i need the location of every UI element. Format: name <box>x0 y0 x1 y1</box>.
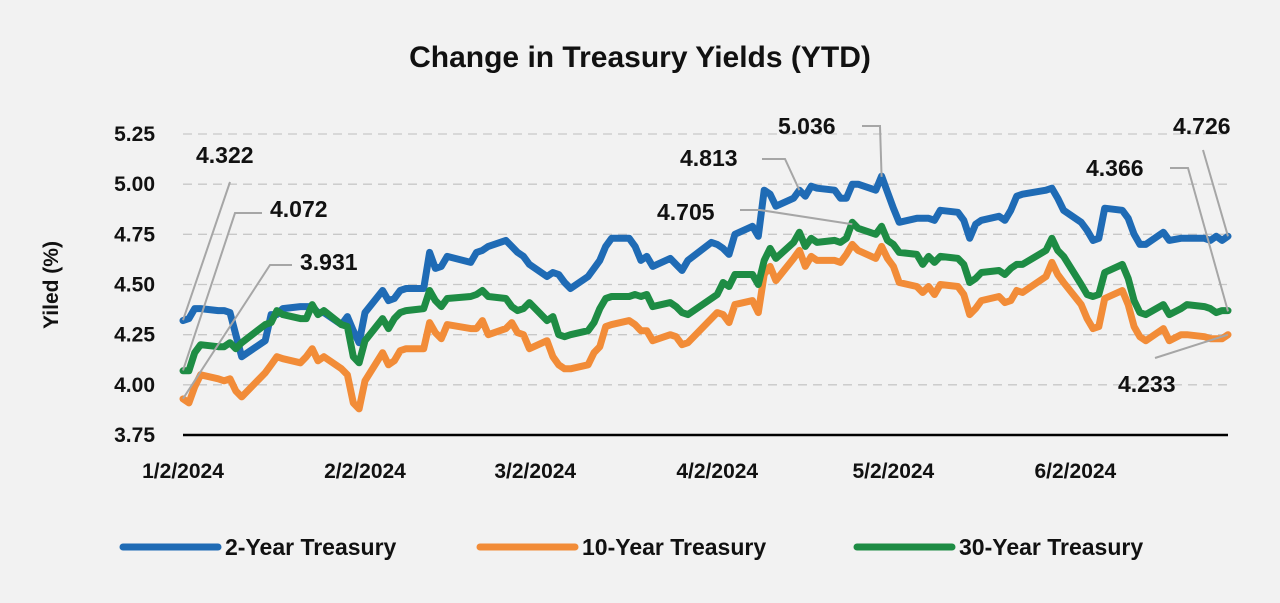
legend-item-2: 10-Year Treasury <box>476 534 766 560</box>
x-tick-label: 5/2/2024 <box>852 460 934 483</box>
x-tick-label: 3/2/2024 <box>494 460 576 483</box>
annotation-leader-line <box>182 264 292 400</box>
data-annotations: 4.322 4.072 3.931 4.813 5.036 4.705 4.726 4.366… <box>182 113 1231 400</box>
x-tick-label: 4/2/2024 <box>676 460 758 483</box>
annotation-label: 4.366 <box>1086 155 1144 181</box>
legend-item-1: 2-Year Treasury <box>119 534 397 560</box>
annotation-label: 4.072 <box>270 196 328 222</box>
annotation-leader-line <box>1202 149 1229 237</box>
annotation-label: 4.705 <box>657 199 715 225</box>
legend-label: 10-Year Treasury <box>582 534 766 560</box>
annotation-label: 4.233 <box>1118 371 1176 397</box>
annotation-leader-line <box>182 181 231 321</box>
x-tick-labels: 1/2/2024 2/2/2024 3/2/2024 4/2/2024 5/2/2024… <box>142 460 1116 483</box>
annotation-label: 3.931 <box>300 249 358 275</box>
annotation-label: 5.036 <box>778 113 836 139</box>
annotation-leader-line <box>762 158 801 191</box>
series-lines <box>179 172 1232 413</box>
y-axis-label: Yiled (%) <box>40 241 63 329</box>
annotation-label: 4.813 <box>680 145 738 171</box>
annotation-leader-line <box>740 209 853 226</box>
legend-label: 30-Year Treasury <box>959 534 1143 560</box>
legend-item-3: 30-Year Treasury <box>853 534 1143 560</box>
y-tick-label: 4.75 <box>114 223 155 246</box>
gridlines <box>183 133 1228 386</box>
annotation-label: 4.322 <box>196 142 254 168</box>
annotation-leader-line <box>1154 333 1229 359</box>
series-line-3 <box>179 218 1232 375</box>
x-tick-label: 1/2/2024 <box>142 460 224 483</box>
annotation-leader-line <box>182 212 262 371</box>
annotation-label: 4.726 <box>1173 113 1231 139</box>
annotation-leader-line <box>1170 167 1229 312</box>
y-tick-label: 5.25 <box>114 123 155 146</box>
y-tick-label: 5.00 <box>114 173 155 196</box>
y-tick-label: 4.25 <box>114 324 155 347</box>
y-tick-label: 4.00 <box>114 374 155 397</box>
annotation-leader-line <box>862 125 883 177</box>
y-tick-label: 3.75 <box>114 424 155 447</box>
y-tick-labels: 3.75 4.00 4.25 4.50 4.75 5.00 5.25 <box>114 123 155 447</box>
legend: 2-Year Treasury 10-Year Treasury 30-Year T… <box>119 534 1143 560</box>
legend-label: 2-Year Treasury <box>225 534 397 560</box>
chart-title: Change in Treasury Yields (YTD) <box>409 41 871 74</box>
y-tick-label: 4.50 <box>114 274 155 297</box>
series-line-2 <box>179 240 1232 413</box>
x-tick-label: 2/2/2024 <box>324 460 406 483</box>
series-line-1 <box>179 172 1232 361</box>
x-tick-label: 6/2/2024 <box>1034 460 1116 483</box>
